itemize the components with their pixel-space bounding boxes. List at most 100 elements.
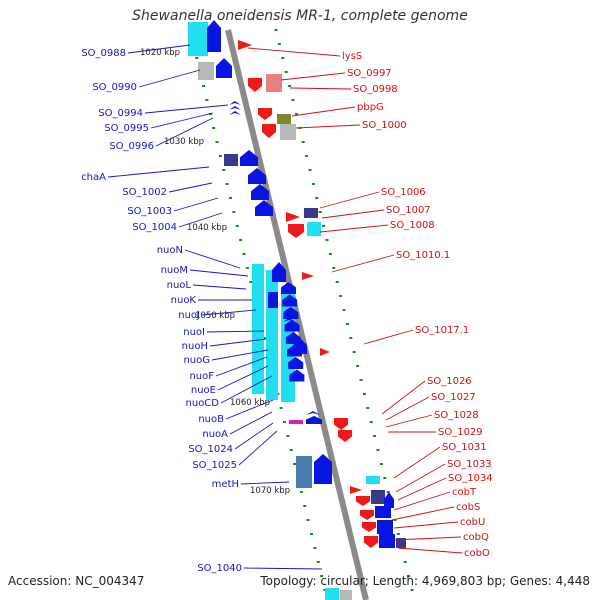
leader-line (184, 249, 241, 269)
right-gene-label: SO_0997 (347, 68, 392, 79)
gene-arrow-down (262, 124, 276, 138)
tick-mark (283, 421, 286, 423)
gene-box (224, 154, 238, 166)
kbp-marker: 1040 kbp (187, 223, 227, 233)
left-gene-label: SO_0994 (98, 108, 143, 119)
tick-mark (313, 547, 317, 549)
gene-box (304, 208, 318, 218)
kbp-marker: 1070 kbp (250, 486, 290, 496)
gene-arrow-down (334, 418, 348, 430)
leader-line (363, 329, 414, 345)
leader-line (178, 212, 223, 228)
tick-mark (356, 365, 360, 367)
tick-mark (386, 491, 390, 493)
leader-line (381, 380, 426, 415)
left-gene-label: SO_1003 (127, 206, 172, 217)
tick-mark (335, 281, 339, 283)
left-gene-label: nuoJ (178, 310, 200, 321)
leader-line (395, 463, 446, 493)
gene-arrow-small (350, 486, 362, 494)
tick-mark (328, 253, 332, 255)
leader-line (391, 506, 455, 521)
gene-features (188, 20, 406, 600)
tick-mark (316, 561, 320, 563)
right-gene-label: SO_1027 (431, 392, 476, 403)
leader-line (393, 446, 441, 479)
tick-mark (396, 533, 400, 535)
gene-box (307, 222, 321, 236)
leader-line (295, 124, 361, 129)
left-gene-label: nuoN (157, 245, 183, 256)
leader-line (107, 166, 210, 178)
gene-box (371, 490, 385, 504)
gene-box (266, 74, 282, 92)
kbp-marker: 1050 kbp (195, 311, 235, 321)
gene-arrow-up (282, 294, 298, 307)
gene-box (277, 114, 291, 124)
gene-box (198, 62, 214, 80)
right-gene-labels: lysS SO_0997 SO_0998 pbpG SO_1000 SO_1006 SO_1… (342, 51, 493, 559)
left-gene-label: SO_1025 (192, 460, 237, 471)
gene-arrow-small (286, 212, 300, 222)
leader-line (192, 284, 247, 290)
tick-mark (299, 491, 303, 493)
gene-arrow-down (338, 430, 352, 442)
leader-line (393, 536, 462, 541)
gene-arrow-down (356, 496, 370, 506)
tick-mark (369, 421, 373, 423)
gene-arrow-small (229, 111, 241, 115)
left-gene-label: SO_0988 (81, 48, 126, 59)
right-gene-label: SO_1034 (448, 473, 493, 484)
left-gene-label: nuoA (202, 429, 228, 440)
tick-mark (376, 449, 380, 451)
label-leaders (107, 44, 463, 570)
genome-summary: Topology: circular; Length: 4,969,803 bp… (260, 574, 590, 588)
left-gene-label: nuoI (183, 327, 205, 338)
tick-mark (249, 281, 253, 283)
leader-line (215, 356, 268, 377)
gene-arrow-small (306, 411, 320, 415)
leader-line (240, 481, 290, 485)
gene-arrow-up (314, 454, 332, 484)
right-gene-label: cobT (452, 487, 477, 498)
gene-arrow-up (251, 184, 269, 200)
gene-arrow-up (306, 416, 322, 424)
tick-mark (218, 155, 222, 157)
gene-arrow-down (360, 510, 374, 520)
gene-arrow-small (229, 101, 241, 105)
leader-line (238, 430, 278, 466)
gene-arrow-up (285, 332, 301, 344)
leader-line (201, 309, 257, 316)
gene-box (266, 270, 278, 400)
right-gene-label: cobU (460, 517, 485, 528)
gene-arrow-up (384, 492, 394, 508)
gene-arrow-down (288, 224, 304, 238)
tick-mark (322, 225, 326, 227)
gene-arrow-up (289, 369, 305, 382)
gene-arrow-small (283, 313, 295, 317)
map-title: Shewanella oneidensis MR-1, complete gen… (132, 8, 468, 24)
left-gene-label: nuoF (189, 371, 214, 382)
right-gene-label: SO_0998 (353, 84, 398, 95)
leader-line (319, 224, 389, 233)
right-gene-label: pbpG (357, 102, 384, 113)
leader-line (155, 117, 214, 147)
leader-line (331, 254, 395, 273)
tick-mark (393, 519, 397, 521)
left-gene-label: nuoM (161, 265, 188, 276)
leader-line (229, 411, 273, 435)
tick-mark (303, 505, 307, 507)
right-gene-label: cobS (456, 502, 480, 513)
leader-line (220, 375, 273, 404)
left-gene-label: nuoE (191, 385, 216, 396)
tick-mark (362, 393, 366, 395)
gene-box (377, 520, 393, 534)
tick-mark (289, 449, 293, 451)
tick-mark (318, 211, 322, 213)
gene-arrow-up (272, 262, 286, 282)
leader-line (150, 112, 214, 129)
gene-arrow-small (302, 272, 314, 280)
right-gene-label: cobO (464, 548, 490, 559)
gene-box (325, 588, 339, 600)
